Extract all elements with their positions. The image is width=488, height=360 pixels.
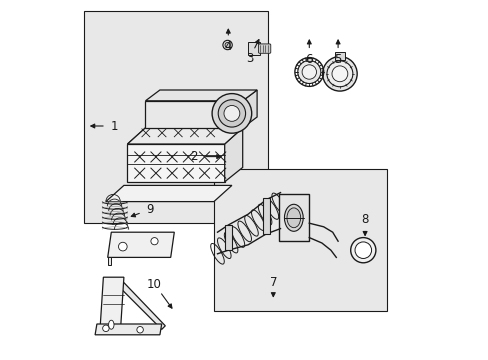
- Circle shape: [137, 327, 143, 333]
- Polygon shape: [278, 194, 309, 241]
- Polygon shape: [145, 101, 242, 128]
- Circle shape: [223, 40, 232, 50]
- Text: 5: 5: [334, 53, 341, 66]
- Text: 3: 3: [245, 52, 253, 65]
- Ellipse shape: [284, 204, 303, 231]
- Polygon shape: [224, 128, 242, 182]
- Circle shape: [350, 238, 375, 263]
- Polygon shape: [127, 128, 242, 144]
- Bar: [224, 225, 231, 250]
- Polygon shape: [106, 185, 231, 202]
- Polygon shape: [120, 283, 165, 329]
- Circle shape: [102, 325, 109, 332]
- Text: 6: 6: [305, 53, 312, 66]
- Polygon shape: [242, 90, 257, 128]
- Polygon shape: [100, 277, 123, 333]
- Circle shape: [331, 66, 347, 82]
- Circle shape: [322, 57, 356, 91]
- Text: 8: 8: [361, 213, 368, 226]
- Text: 10: 10: [147, 278, 162, 291]
- Polygon shape: [107, 257, 111, 265]
- Text: 9: 9: [146, 203, 154, 216]
- Polygon shape: [127, 128, 242, 144]
- Bar: [213, 169, 386, 311]
- Circle shape: [212, 94, 251, 133]
- Text: 2: 2: [190, 150, 198, 163]
- Circle shape: [302, 65, 316, 79]
- Polygon shape: [95, 324, 162, 335]
- Circle shape: [218, 100, 245, 127]
- Bar: [334, 52, 345, 60]
- Circle shape: [354, 242, 371, 258]
- Circle shape: [326, 61, 352, 87]
- Circle shape: [224, 42, 230, 48]
- Bar: [84, 11, 267, 223]
- Bar: [262, 198, 269, 234]
- Text: 1: 1: [111, 120, 119, 132]
- Polygon shape: [107, 232, 174, 257]
- Bar: [247, 42, 259, 55]
- Circle shape: [118, 242, 127, 251]
- FancyBboxPatch shape: [258, 44, 270, 53]
- Text: 7: 7: [269, 276, 277, 289]
- Bar: [306, 58, 311, 61]
- Ellipse shape: [286, 208, 300, 228]
- Ellipse shape: [108, 320, 114, 329]
- Circle shape: [151, 238, 158, 245]
- Circle shape: [224, 105, 239, 121]
- Text: 4: 4: [224, 40, 232, 53]
- Circle shape: [297, 60, 320, 84]
- Polygon shape: [127, 144, 224, 182]
- Polygon shape: [145, 90, 257, 101]
